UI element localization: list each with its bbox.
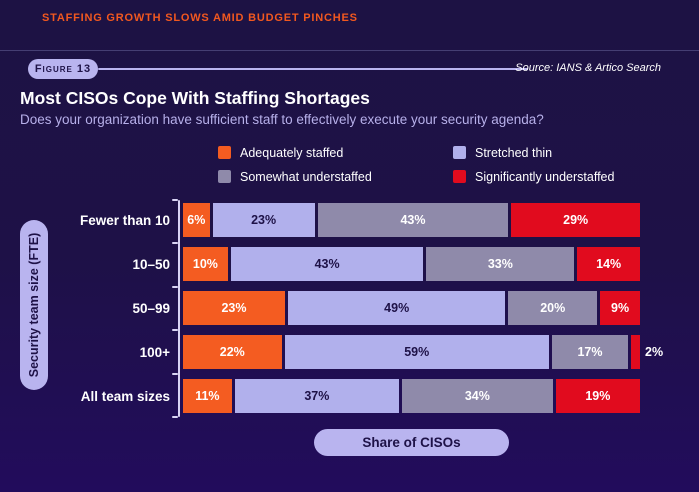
legend-label: Somewhat understaffed — [240, 169, 372, 184]
segment-value: 43% — [400, 213, 426, 227]
legend-label: Significantly understaffed — [475, 169, 615, 184]
segment-value: 23% — [221, 301, 247, 315]
bar-segment — [631, 335, 640, 369]
chart-row: Fewer than 10 6% 23% 43% 29% — [0, 203, 640, 237]
segment-value: 6% — [187, 213, 206, 227]
banner-divider — [0, 50, 699, 51]
legend-swatch-icon — [218, 146, 231, 159]
bar-segment: 59% — [284, 335, 549, 369]
chart-title: Most CISOs Cope With Staffing Shortages — [20, 88, 370, 108]
bar-segment: 23% — [183, 291, 286, 325]
bar-segment: 23% — [212, 203, 315, 237]
bar-segment: 11% — [183, 379, 232, 413]
stacked-bar: 11% 37% 34% 19% — [183, 379, 641, 413]
segment-value: 19% — [585, 389, 611, 403]
segment-value: 20% — [540, 301, 566, 315]
axis-tick — [172, 242, 178, 245]
bar-segment: 43% — [317, 203, 509, 237]
legend: Adequately staffed Somewhat understaffed S… — [218, 144, 614, 185]
bar-segment: 10% — [183, 247, 228, 281]
bar-segment: 43% — [230, 247, 424, 281]
segment-value: 14% — [596, 257, 622, 271]
segment-value: 43% — [314, 257, 340, 271]
segment-value: 29% — [563, 213, 589, 227]
category-label: 100+ — [139, 344, 170, 360]
segment-value: 9% — [611, 301, 630, 315]
category-label: 50–99 — [132, 300, 170, 316]
bar-segment: 33% — [426, 247, 575, 281]
chart-row: 100+ 22% 59% 17% 2% — [0, 335, 663, 369]
figure-badge: Figure 13 — [28, 59, 98, 79]
bar-segment: 29% — [511, 203, 640, 237]
legend-item: Somewhat understaffed — [218, 168, 453, 185]
stacked-bar: 10% 43% 33% 14% — [183, 247, 640, 281]
x-axis-label: Share of CISOs — [314, 429, 509, 456]
legend-item: Adequately staffed — [218, 144, 453, 161]
bar-segment: 49% — [288, 291, 506, 325]
stacked-bar: 22% 59% 17% 2% — [183, 335, 663, 369]
bar-segment: 20% — [508, 291, 598, 325]
legend-item: Significantly understaffed — [453, 168, 614, 185]
segment-value: 17% — [577, 345, 603, 359]
segment-value: 23% — [251, 213, 277, 227]
legend-label: Adequately staffed — [240, 145, 344, 160]
axis-tick — [172, 199, 178, 201]
segment-value: 49% — [384, 301, 410, 315]
category-label: 10–50 — [132, 256, 170, 272]
stacked-bar-chart: Fewer than 10 6% 23% 43% 29% 10–50 10% 43% 33% 14… — [0, 203, 663, 413]
category-label: All team sizes — [80, 388, 170, 404]
axis-tick — [172, 285, 178, 288]
chart-subtitle: Does your organization have sufficient s… — [20, 112, 544, 127]
axis-tick — [172, 329, 178, 332]
bar-segment: 9% — [600, 291, 640, 325]
bar-segment: 19% — [555, 379, 641, 413]
segment-value: 22% — [219, 345, 245, 359]
figure-badge-line — [98, 68, 528, 70]
legend-swatch-icon — [453, 146, 466, 159]
bar-segment: 14% — [577, 247, 640, 281]
axis-tick — [172, 372, 178, 375]
y-axis-spine — [172, 199, 180, 418]
bar-segment: 17% — [551, 335, 629, 369]
source-attribution: Source: IANS & Artico Search — [515, 62, 661, 74]
category-label: Fewer than 10 — [79, 212, 170, 228]
stacked-bar: 6% 23% 43% 29% — [183, 203, 640, 237]
bar-segment: 6% — [183, 203, 210, 237]
legend-swatch-icon — [453, 170, 466, 183]
x-axis-label-wrap: Share of CISOs — [183, 429, 640, 456]
segment-value: 59% — [404, 345, 430, 359]
segment-value: 10% — [192, 257, 218, 271]
bar-segment: 34% — [401, 379, 553, 413]
segment-value-outside: 2% — [645, 345, 664, 359]
chart-row: 10–50 10% 43% 33% 14% — [0, 247, 640, 281]
segment-value: 11% — [195, 389, 220, 403]
legend-label: Stretched thin — [475, 145, 553, 160]
stacked-bar: 23% 49% 20% 9% — [183, 291, 640, 325]
segment-value: 37% — [304, 389, 330, 403]
bar-segment: 37% — [234, 379, 399, 413]
legend-item: Stretched thin — [453, 144, 614, 161]
chart-row: 50–99 23% 49% 20% 9% — [0, 291, 640, 325]
bar-segment: 22% — [183, 335, 282, 369]
legend-swatch-icon — [218, 170, 231, 183]
banner-title: STAFFING GROWTH SLOWS AMID BUDGET PINCHE… — [42, 12, 358, 24]
segment-value: 34% — [464, 389, 490, 403]
chart-row: All team sizes 11% 37% 34% 19% — [0, 379, 641, 413]
axis-tick — [172, 416, 178, 418]
segment-value: 33% — [487, 257, 513, 271]
